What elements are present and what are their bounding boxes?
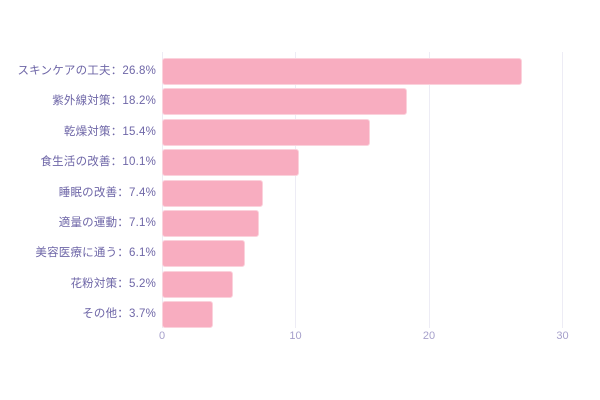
bar-row: 睡眠の改善：7.4% <box>0 179 600 207</box>
bar-row: 適量の運動：7.1% <box>0 210 600 237</box>
gridline <box>295 52 296 328</box>
bar <box>162 210 259 237</box>
bar-row: 乾燥対策：15.4% <box>0 118 600 146</box>
bar <box>162 149 299 177</box>
bar <box>162 118 370 146</box>
bar <box>162 240 246 268</box>
bar-row: 紫外線対策：18.2% <box>0 88 600 116</box>
category-label: 乾燥対策：15.4% <box>63 125 156 138</box>
x-tick-label: 30 <box>556 330 569 342</box>
bar <box>162 58 522 85</box>
category-label: 紫外線対策：18.2% <box>52 95 156 108</box>
category-label: 美容医療に通う：6.1% <box>35 247 156 260</box>
bar <box>162 301 214 329</box>
category-label: 睡眠の改善：7.4% <box>58 186 156 199</box>
bar-row: スキンケアの工夫：26.8% <box>0 58 600 85</box>
category-label: 適量の運動：7.1% <box>58 217 156 229</box>
category-label: スキンケアの工夫：26.8% <box>17 65 156 77</box>
x-tick-label: 0 <box>158 330 166 342</box>
bar-row: 花粉対策：5.2% <box>0 270 600 298</box>
category-label: 花粉対策：5.2% <box>70 277 156 290</box>
x-tick-label: 10 <box>289 330 302 342</box>
bar-row: 食生活の改善：10.1% <box>0 149 600 177</box>
bar <box>162 270 234 298</box>
bar <box>162 88 407 116</box>
category-label: その他：3.7% <box>82 308 156 321</box>
x-tick-label: 20 <box>422 330 436 342</box>
category-label: 食生活の改善：10.1% <box>40 156 156 169</box>
gridline <box>428 52 430 328</box>
bar <box>162 179 263 207</box>
gridline <box>562 52 563 328</box>
bar-row: 美容医療に通う：6.1% <box>0 240 600 268</box>
bar-row: その他：3.7% <box>0 301 600 329</box>
